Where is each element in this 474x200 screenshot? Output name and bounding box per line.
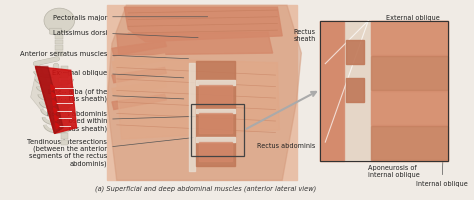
Bar: [61, 67, 68, 72]
Bar: [107, 6, 297, 180]
Polygon shape: [36, 67, 76, 134]
Text: Internal oblique: Internal oblique: [416, 161, 468, 186]
Bar: [61, 140, 68, 146]
Bar: [191, 104, 244, 157]
Bar: [61, 114, 68, 119]
Bar: [55, 46, 63, 51]
Polygon shape: [112, 81, 166, 97]
Bar: [55, 41, 63, 45]
Ellipse shape: [44, 9, 74, 34]
Bar: [371, 91, 448, 125]
Bar: [345, 21, 371, 161]
Text: Pectoralis major: Pectoralis major: [53, 15, 208, 21]
Text: Rectus abdominis
(enclosed within
 rectus sheath): Rectus abdominis (enclosed within rectus…: [47, 110, 198, 131]
Polygon shape: [112, 68, 166, 83]
Polygon shape: [115, 59, 279, 140]
Bar: [371, 21, 448, 161]
Bar: [61, 94, 68, 99]
Bar: [320, 21, 448, 161]
Polygon shape: [55, 123, 59, 129]
Bar: [55, 35, 63, 40]
Polygon shape: [199, 85, 232, 104]
Polygon shape: [31, 62, 50, 112]
Bar: [61, 74, 68, 79]
Bar: [346, 41, 364, 64]
Text: Rectus abdominis: Rectus abdominis: [257, 142, 346, 152]
Polygon shape: [53, 100, 56, 106]
Polygon shape: [50, 29, 61, 37]
Bar: [61, 127, 68, 132]
Bar: [371, 126, 448, 160]
Polygon shape: [124, 8, 282, 42]
Polygon shape: [112, 55, 166, 70]
Bar: [196, 61, 236, 166]
Bar: [320, 21, 345, 161]
Polygon shape: [117, 33, 273, 56]
Text: Anterior serratus muscles: Anterior serratus muscles: [20, 51, 189, 59]
Bar: [61, 107, 68, 112]
Polygon shape: [112, 95, 166, 110]
Bar: [61, 100, 68, 106]
Polygon shape: [52, 93, 55, 99]
Polygon shape: [55, 116, 58, 121]
Bar: [61, 134, 68, 139]
Text: Linea alba (of the
rectus sheath): Linea alba (of the rectus sheath): [48, 88, 184, 102]
Polygon shape: [54, 108, 57, 114]
Polygon shape: [112, 41, 166, 57]
Polygon shape: [36, 67, 63, 134]
Text: Tendinous intersections
(between the anterior
segments of the rectus
abdominis): Tendinous intersections (between the ant…: [27, 138, 193, 166]
Polygon shape: [199, 114, 232, 133]
Text: Aponeurosis of
internal oblique: Aponeurosis of internal oblique: [368, 159, 420, 177]
Text: Transversus
abdominis: Transversus abdominis: [385, 25, 424, 37]
Bar: [61, 87, 68, 92]
Polygon shape: [51, 85, 55, 91]
Text: Latissimus dorsi: Latissimus dorsi: [53, 30, 198, 38]
Text: External oblique: External oblique: [385, 15, 439, 25]
Bar: [61, 120, 68, 126]
Text: Rectus
sheath: Rectus sheath: [293, 22, 355, 42]
Bar: [371, 56, 448, 90]
Text: External oblique: External oblique: [52, 70, 184, 78]
Text: (a) Superficial and deep abdominal muscles (anterior lateral view): (a) Superficial and deep abdominal muscl…: [95, 185, 316, 191]
Bar: [346, 79, 364, 102]
Polygon shape: [107, 6, 301, 180]
Bar: [55, 52, 63, 57]
Bar: [61, 80, 68, 86]
Bar: [320, 21, 448, 161]
Polygon shape: [199, 142, 232, 161]
Bar: [371, 21, 448, 55]
